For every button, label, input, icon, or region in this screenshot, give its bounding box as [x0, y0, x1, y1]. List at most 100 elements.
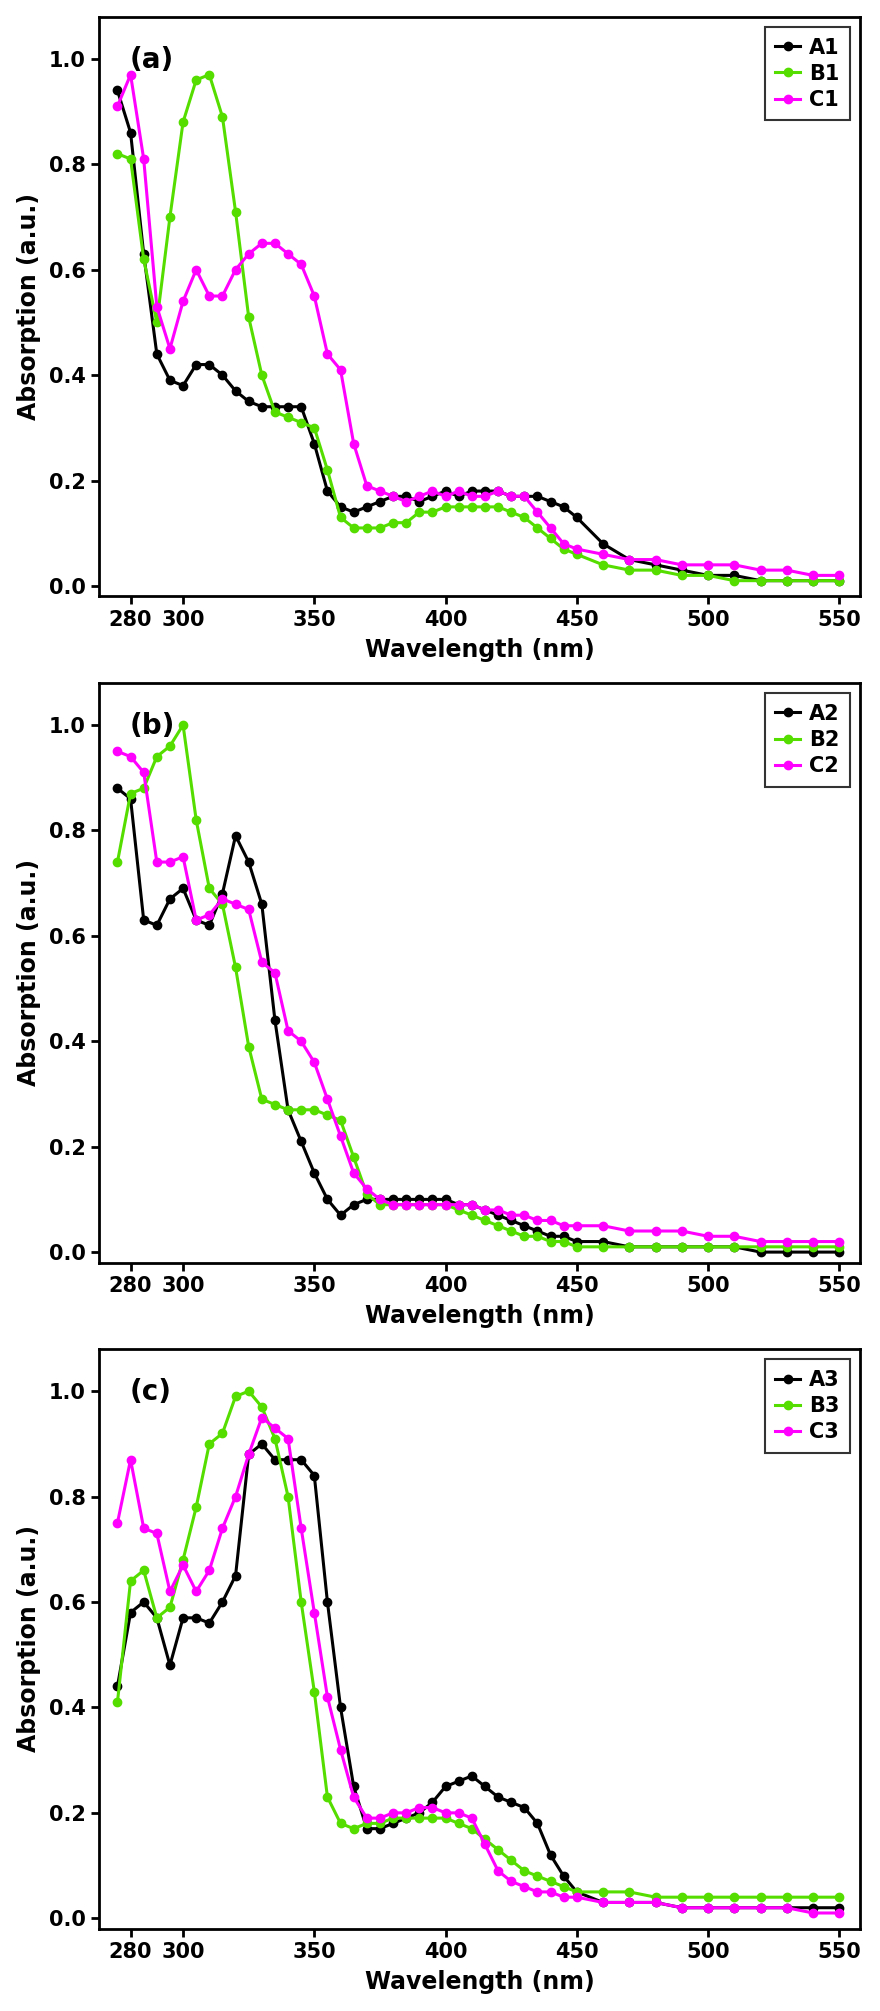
B1 [546, 527, 556, 551]
C1 [257, 231, 268, 255]
A3 [493, 1786, 503, 1810]
C2 [362, 1176, 372, 1201]
A1 [401, 485, 412, 509]
X-axis label: Wavelength (nm): Wavelength (nm) [365, 1305, 595, 1327]
C2 [703, 1225, 714, 1249]
B2 [309, 1098, 319, 1122]
A3 [309, 1464, 319, 1488]
A2 [125, 786, 136, 810]
B2 [244, 1034, 254, 1058]
A3 [257, 1432, 268, 1456]
B1 [309, 416, 319, 440]
B3 [309, 1679, 319, 1703]
B3 [519, 1858, 530, 1882]
A2 [348, 1193, 359, 1217]
C2 [257, 949, 268, 973]
A1 [677, 557, 687, 581]
A1 [532, 485, 543, 509]
C2 [269, 961, 280, 985]
A2 [781, 1241, 792, 1265]
B2 [257, 1088, 268, 1112]
B1 [231, 199, 241, 223]
C1 [466, 485, 477, 509]
A3 [401, 1806, 412, 1830]
A1 [217, 364, 228, 388]
A3 [755, 1896, 766, 1921]
C1 [151, 294, 162, 318]
A3 [729, 1896, 739, 1921]
C1 [112, 95, 122, 119]
B2 [362, 1182, 372, 1207]
B1 [138, 247, 149, 271]
B3 [257, 1396, 268, 1420]
A1 [834, 569, 845, 593]
A1 [296, 394, 306, 418]
B1 [453, 495, 464, 519]
C2 [506, 1203, 517, 1227]
C2 [401, 1193, 412, 1217]
Text: (a): (a) [129, 46, 173, 74]
A3 [546, 1842, 556, 1866]
A2 [546, 1225, 556, 1249]
C1 [546, 517, 556, 541]
B2 [165, 734, 175, 758]
C2 [388, 1193, 399, 1217]
C2 [808, 1229, 818, 1253]
C3 [257, 1406, 268, 1430]
B3 [388, 1806, 399, 1830]
C2 [178, 845, 188, 869]
C1 [388, 485, 399, 509]
Text: (c): (c) [129, 1378, 172, 1406]
A3 [282, 1448, 293, 1472]
B3 [808, 1884, 818, 1908]
A2 [677, 1235, 687, 1259]
C2 [834, 1229, 845, 1253]
Line: A2: A2 [114, 784, 843, 1257]
A3 [335, 1695, 346, 1719]
C3 [532, 1880, 543, 1904]
B1 [598, 553, 608, 577]
A1 [650, 553, 661, 577]
Line: B1: B1 [114, 70, 843, 585]
A3 [834, 1896, 845, 1921]
A2 [335, 1203, 346, 1227]
B3 [427, 1806, 437, 1830]
C1 [677, 553, 687, 577]
A1 [624, 547, 634, 571]
C2 [729, 1225, 739, 1249]
A3 [532, 1812, 543, 1836]
A2 [506, 1209, 517, 1233]
B2 [466, 1203, 477, 1227]
B2 [178, 714, 188, 738]
Line: A1: A1 [114, 86, 843, 585]
B2 [781, 1235, 792, 1259]
B1 [427, 501, 437, 525]
B1 [388, 511, 399, 535]
A1 [388, 485, 399, 509]
C2 [414, 1193, 424, 1217]
C1 [834, 563, 845, 587]
C2 [231, 893, 241, 917]
A3 [624, 1890, 634, 1914]
C3 [546, 1880, 556, 1904]
B1 [257, 364, 268, 388]
B3 [322, 1786, 333, 1810]
A2 [624, 1235, 634, 1259]
A1 [362, 495, 372, 519]
B2 [322, 1102, 333, 1126]
A1 [559, 495, 569, 519]
B1 [217, 105, 228, 129]
B2 [480, 1209, 490, 1233]
A2 [269, 1008, 280, 1032]
B3 [269, 1426, 280, 1450]
A3 [269, 1448, 280, 1472]
C1 [217, 284, 228, 308]
B3 [834, 1884, 845, 1908]
Line: C1: C1 [114, 70, 843, 579]
C1 [703, 553, 714, 577]
B3 [414, 1806, 424, 1830]
A1 [808, 569, 818, 593]
A2 [231, 825, 241, 849]
A2 [703, 1235, 714, 1259]
C3 [519, 1874, 530, 1898]
